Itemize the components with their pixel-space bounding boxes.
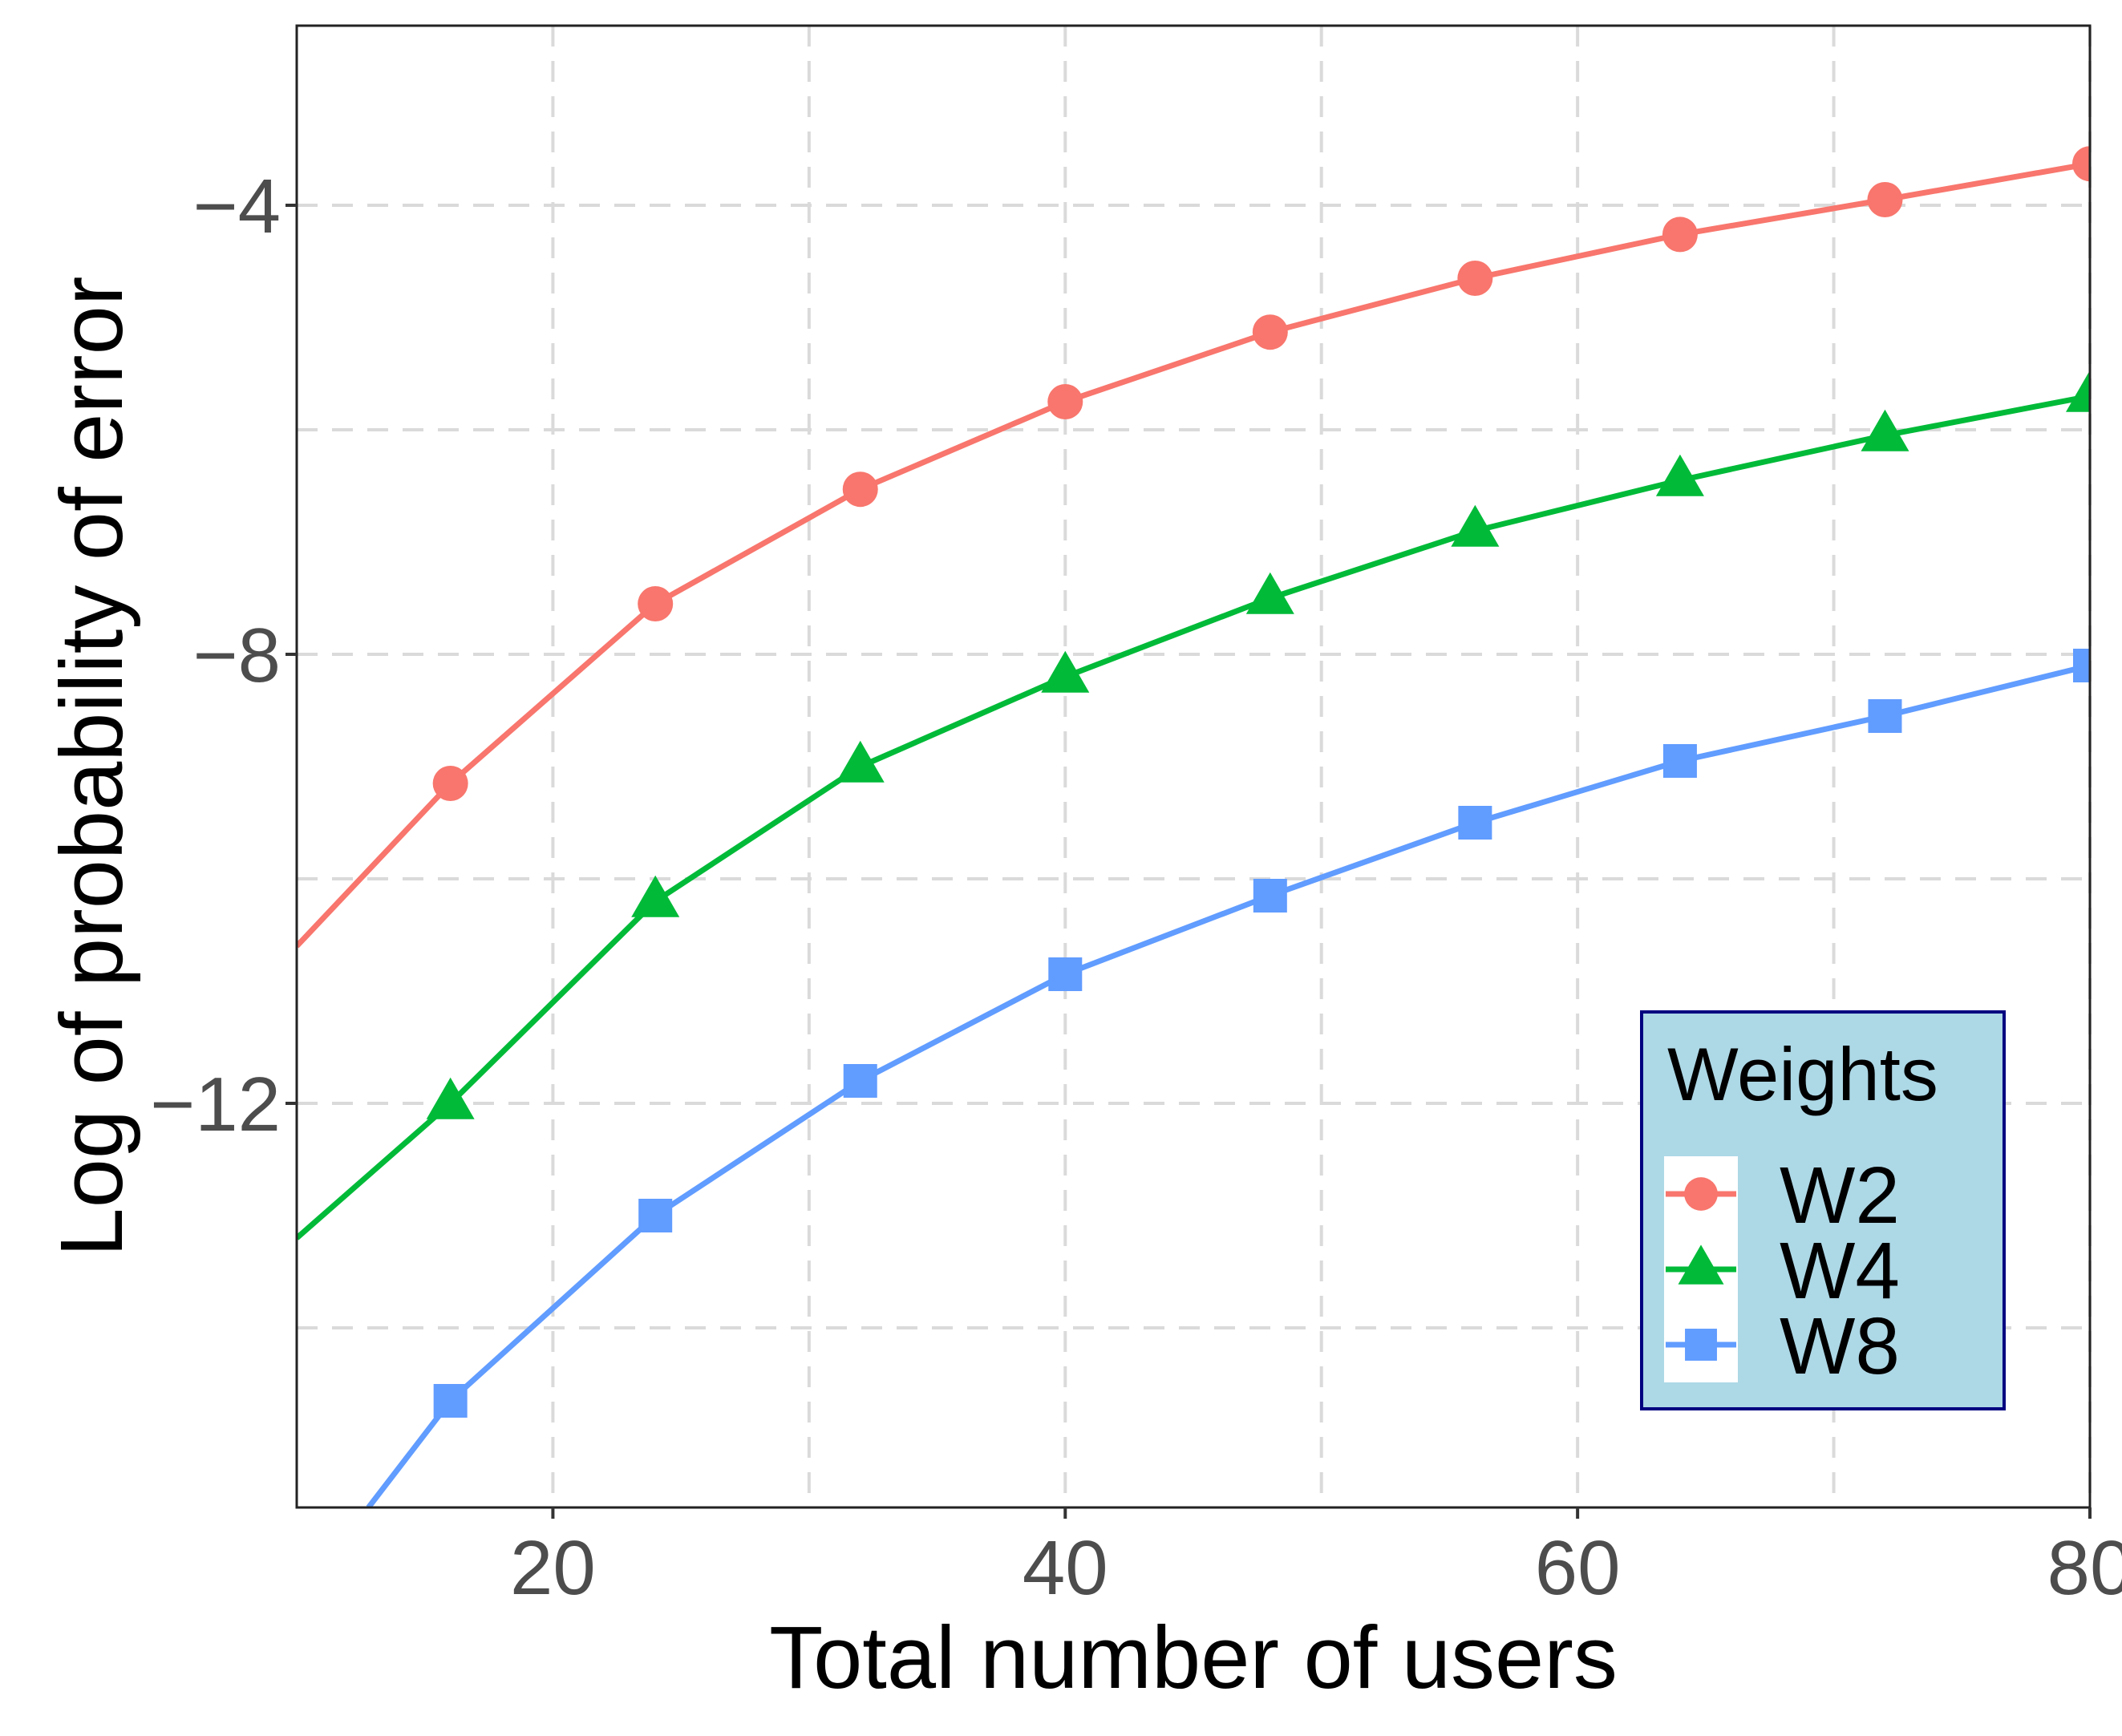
data-point-w4 (1861, 409, 1909, 451)
plot-border (295, 24, 2092, 1509)
series-line-w2 (297, 160, 2090, 949)
legend-key-marker-w8 (1685, 1329, 1717, 1361)
x-tick-label: 80 (2047, 1525, 2122, 1611)
data-point-w8 (1868, 699, 1902, 733)
data-point-w2 (2072, 146, 2090, 182)
data-point-w4 (2066, 370, 2090, 412)
data-point-w8 (433, 1384, 468, 1418)
data-point-w2 (638, 586, 674, 621)
data-point-w8 (843, 1064, 877, 1098)
data-point-w2 (1047, 384, 1083, 419)
data-point-w8 (1662, 744, 1697, 778)
x-tick-label: 20 (510, 1525, 596, 1611)
data-point-w4 (1655, 454, 1704, 496)
data-point-w2 (1867, 182, 1903, 217)
data-point-w4 (1041, 650, 1090, 693)
data-point-w8 (2073, 649, 2090, 682)
data-point-w4 (1245, 572, 1294, 614)
data-point-w2 (1662, 216, 1698, 253)
data-point-w4 (426, 1077, 475, 1119)
legend-key-marker-w2 (1684, 1177, 1718, 1211)
axis-layer: 20 40 60 80 −4 −8 −12 (150, 164, 2122, 1611)
y-axis-title: Log of probability of error (43, 277, 141, 1257)
series-layer (297, 146, 2090, 1507)
data-point-w8 (638, 1199, 673, 1232)
data-point-w2 (1457, 261, 1493, 296)
series-line-w4 (297, 393, 2090, 1240)
x-tick-label: 60 (1535, 1525, 1621, 1611)
legend-label-w8: W8 (1780, 1301, 1900, 1391)
legend-title: Weights (1667, 1032, 1938, 1116)
y-tick-label: −4 (193, 164, 281, 249)
series-line-w8 (366, 662, 2090, 1507)
data-point-w8 (1253, 879, 1287, 913)
data-point-w2 (432, 766, 468, 801)
data-point-w2 (1252, 314, 1288, 350)
y-tick-label: −12 (150, 1062, 281, 1147)
legend-label-w4: W4 (1780, 1226, 1900, 1316)
x-tick-label: 40 (1023, 1525, 1108, 1611)
data-point-w8 (1458, 806, 1492, 840)
legend-key-marker-w4 (1678, 1244, 1724, 1285)
data-point-w4 (836, 740, 885, 783)
data-point-w4 (631, 875, 680, 917)
data-point-w4 (1451, 504, 1500, 547)
x-axis-title: Total number of users (769, 1609, 1618, 1707)
legend-label-w2: W2 (1780, 1151, 1900, 1240)
data-point-w2 (842, 471, 878, 508)
y-tick-label: −8 (193, 613, 281, 698)
data-point-w8 (1048, 957, 1083, 991)
